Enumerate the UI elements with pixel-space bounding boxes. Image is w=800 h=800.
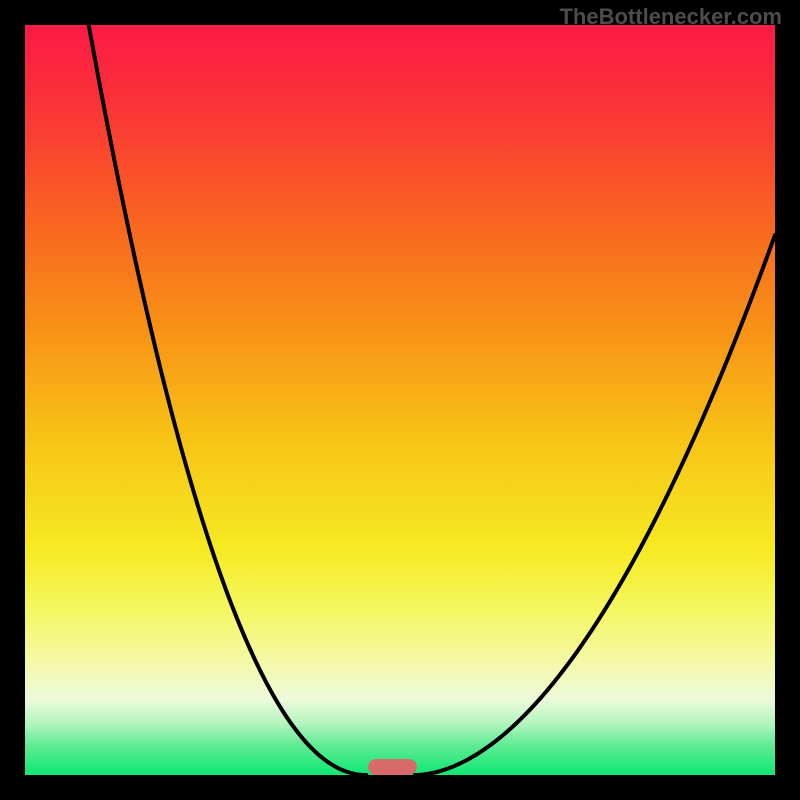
bottleneck-chart: [0, 0, 800, 800]
chart-container: TheBottlenecker.com: [0, 0, 800, 800]
optimum-marker: [368, 759, 417, 775]
watermark-text: TheBottlenecker.com: [559, 4, 782, 30]
